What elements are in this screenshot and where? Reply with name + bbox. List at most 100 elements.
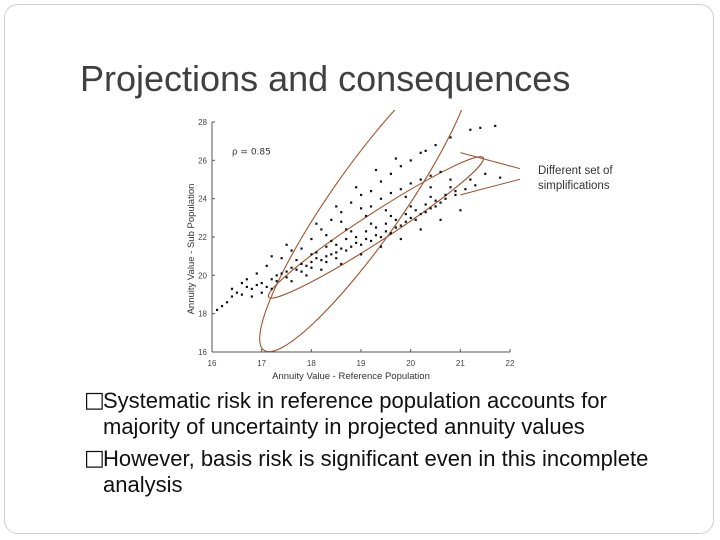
x-tick-label: 18	[307, 359, 316, 368]
data-point	[330, 239, 333, 243]
data-point	[245, 285, 248, 289]
data-point	[409, 182, 412, 185]
data-point	[275, 274, 278, 277]
data-point	[464, 188, 467, 191]
y-tick-label: 18	[198, 310, 207, 319]
data-point	[220, 305, 224, 308]
data-point	[355, 236, 358, 239]
data-point	[469, 128, 472, 131]
data-point	[340, 247, 343, 250]
data-point	[230, 287, 234, 290]
slide-title: Projections and consequences	[80, 58, 571, 99]
data-point	[285, 243, 288, 246]
data-point	[439, 170, 442, 174]
data-point	[335, 257, 338, 260]
data-point	[270, 278, 273, 281]
data-point	[350, 201, 353, 204]
data-point	[240, 282, 243, 285]
lower-cluster-ellipse	[267, 156, 485, 299]
data-point	[399, 188, 402, 191]
data-point	[345, 228, 348, 231]
y-tick-label: 28	[198, 118, 207, 127]
data-point	[379, 245, 383, 248]
data-point	[404, 195, 407, 198]
data-point	[280, 257, 283, 260]
data-point	[305, 264, 308, 267]
data-point	[384, 230, 388, 233]
data-point	[320, 268, 323, 271]
data-point	[484, 172, 487, 175]
data-point	[379, 197, 383, 200]
data-point	[399, 237, 402, 241]
data-point	[409, 159, 412, 162]
data-point	[434, 205, 437, 208]
data-point	[479, 126, 482, 129]
x-axis-label: Annuity Value - Reference Population	[272, 371, 430, 382]
data-point	[419, 178, 422, 181]
x-tick-label: 21	[456, 359, 465, 368]
data-point	[409, 205, 412, 208]
data-point	[424, 203, 427, 206]
data-point	[285, 270, 288, 273]
data-point	[424, 211, 427, 214]
data-point	[275, 280, 278, 283]
data-point	[429, 174, 432, 177]
data-point	[374, 234, 378, 237]
data-point	[439, 218, 442, 221]
data-point	[409, 216, 412, 220]
data-point	[369, 190, 373, 193]
data-point	[225, 301, 229, 304]
y-tick-label: 22	[198, 233, 207, 242]
data-point	[300, 247, 303, 250]
data-point	[384, 222, 388, 225]
slide-frame	[4, 4, 714, 534]
data-point	[419, 213, 422, 216]
data-point	[290, 266, 293, 269]
data-point	[444, 197, 447, 200]
data-point	[364, 237, 368, 241]
data-point	[340, 211, 343, 214]
data-point	[379, 236, 383, 239]
data-point	[335, 243, 338, 246]
data-point	[265, 285, 268, 289]
bullet-item: □ However, basis risk is significant eve…	[84, 446, 684, 498]
data-point	[429, 195, 432, 198]
data-point	[340, 262, 343, 266]
y-axis-label: Annuity Value - Sub Population	[186, 184, 197, 315]
data-point	[325, 245, 328, 248]
data-point	[260, 282, 263, 285]
data-point	[310, 260, 313, 264]
data-point	[374, 168, 378, 172]
data-point	[399, 165, 402, 168]
data-point	[295, 268, 298, 271]
data-point	[369, 205, 373, 208]
data-point	[330, 218, 333, 221]
data-point	[280, 272, 283, 275]
data-point	[270, 255, 273, 258]
data-point	[315, 257, 318, 260]
data-point	[414, 218, 417, 221]
data-point	[230, 295, 234, 298]
data-point	[255, 272, 258, 275]
data-point	[300, 262, 303, 266]
data-point	[310, 253, 313, 256]
data-point	[429, 207, 432, 210]
data-point	[499, 176, 502, 179]
rho-annotation: ρ = 0.85	[232, 148, 271, 158]
data-point	[374, 226, 378, 229]
data-point	[360, 207, 363, 210]
x-tick-label: 22	[506, 359, 515, 368]
data-point	[389, 232, 392, 235]
data-point	[345, 237, 348, 241]
data-point	[290, 249, 293, 252]
callout-leader-lower	[460, 178, 520, 196]
data-point	[389, 214, 392, 218]
y-tick-label: 16	[198, 348, 207, 357]
callout-label: Different set of simplifications	[538, 165, 613, 192]
data-point	[429, 186, 432, 189]
data-point	[419, 151, 422, 154]
data-point	[295, 259, 298, 262]
data-point	[330, 253, 333, 256]
data-point	[335, 205, 338, 208]
data-point	[454, 193, 457, 197]
